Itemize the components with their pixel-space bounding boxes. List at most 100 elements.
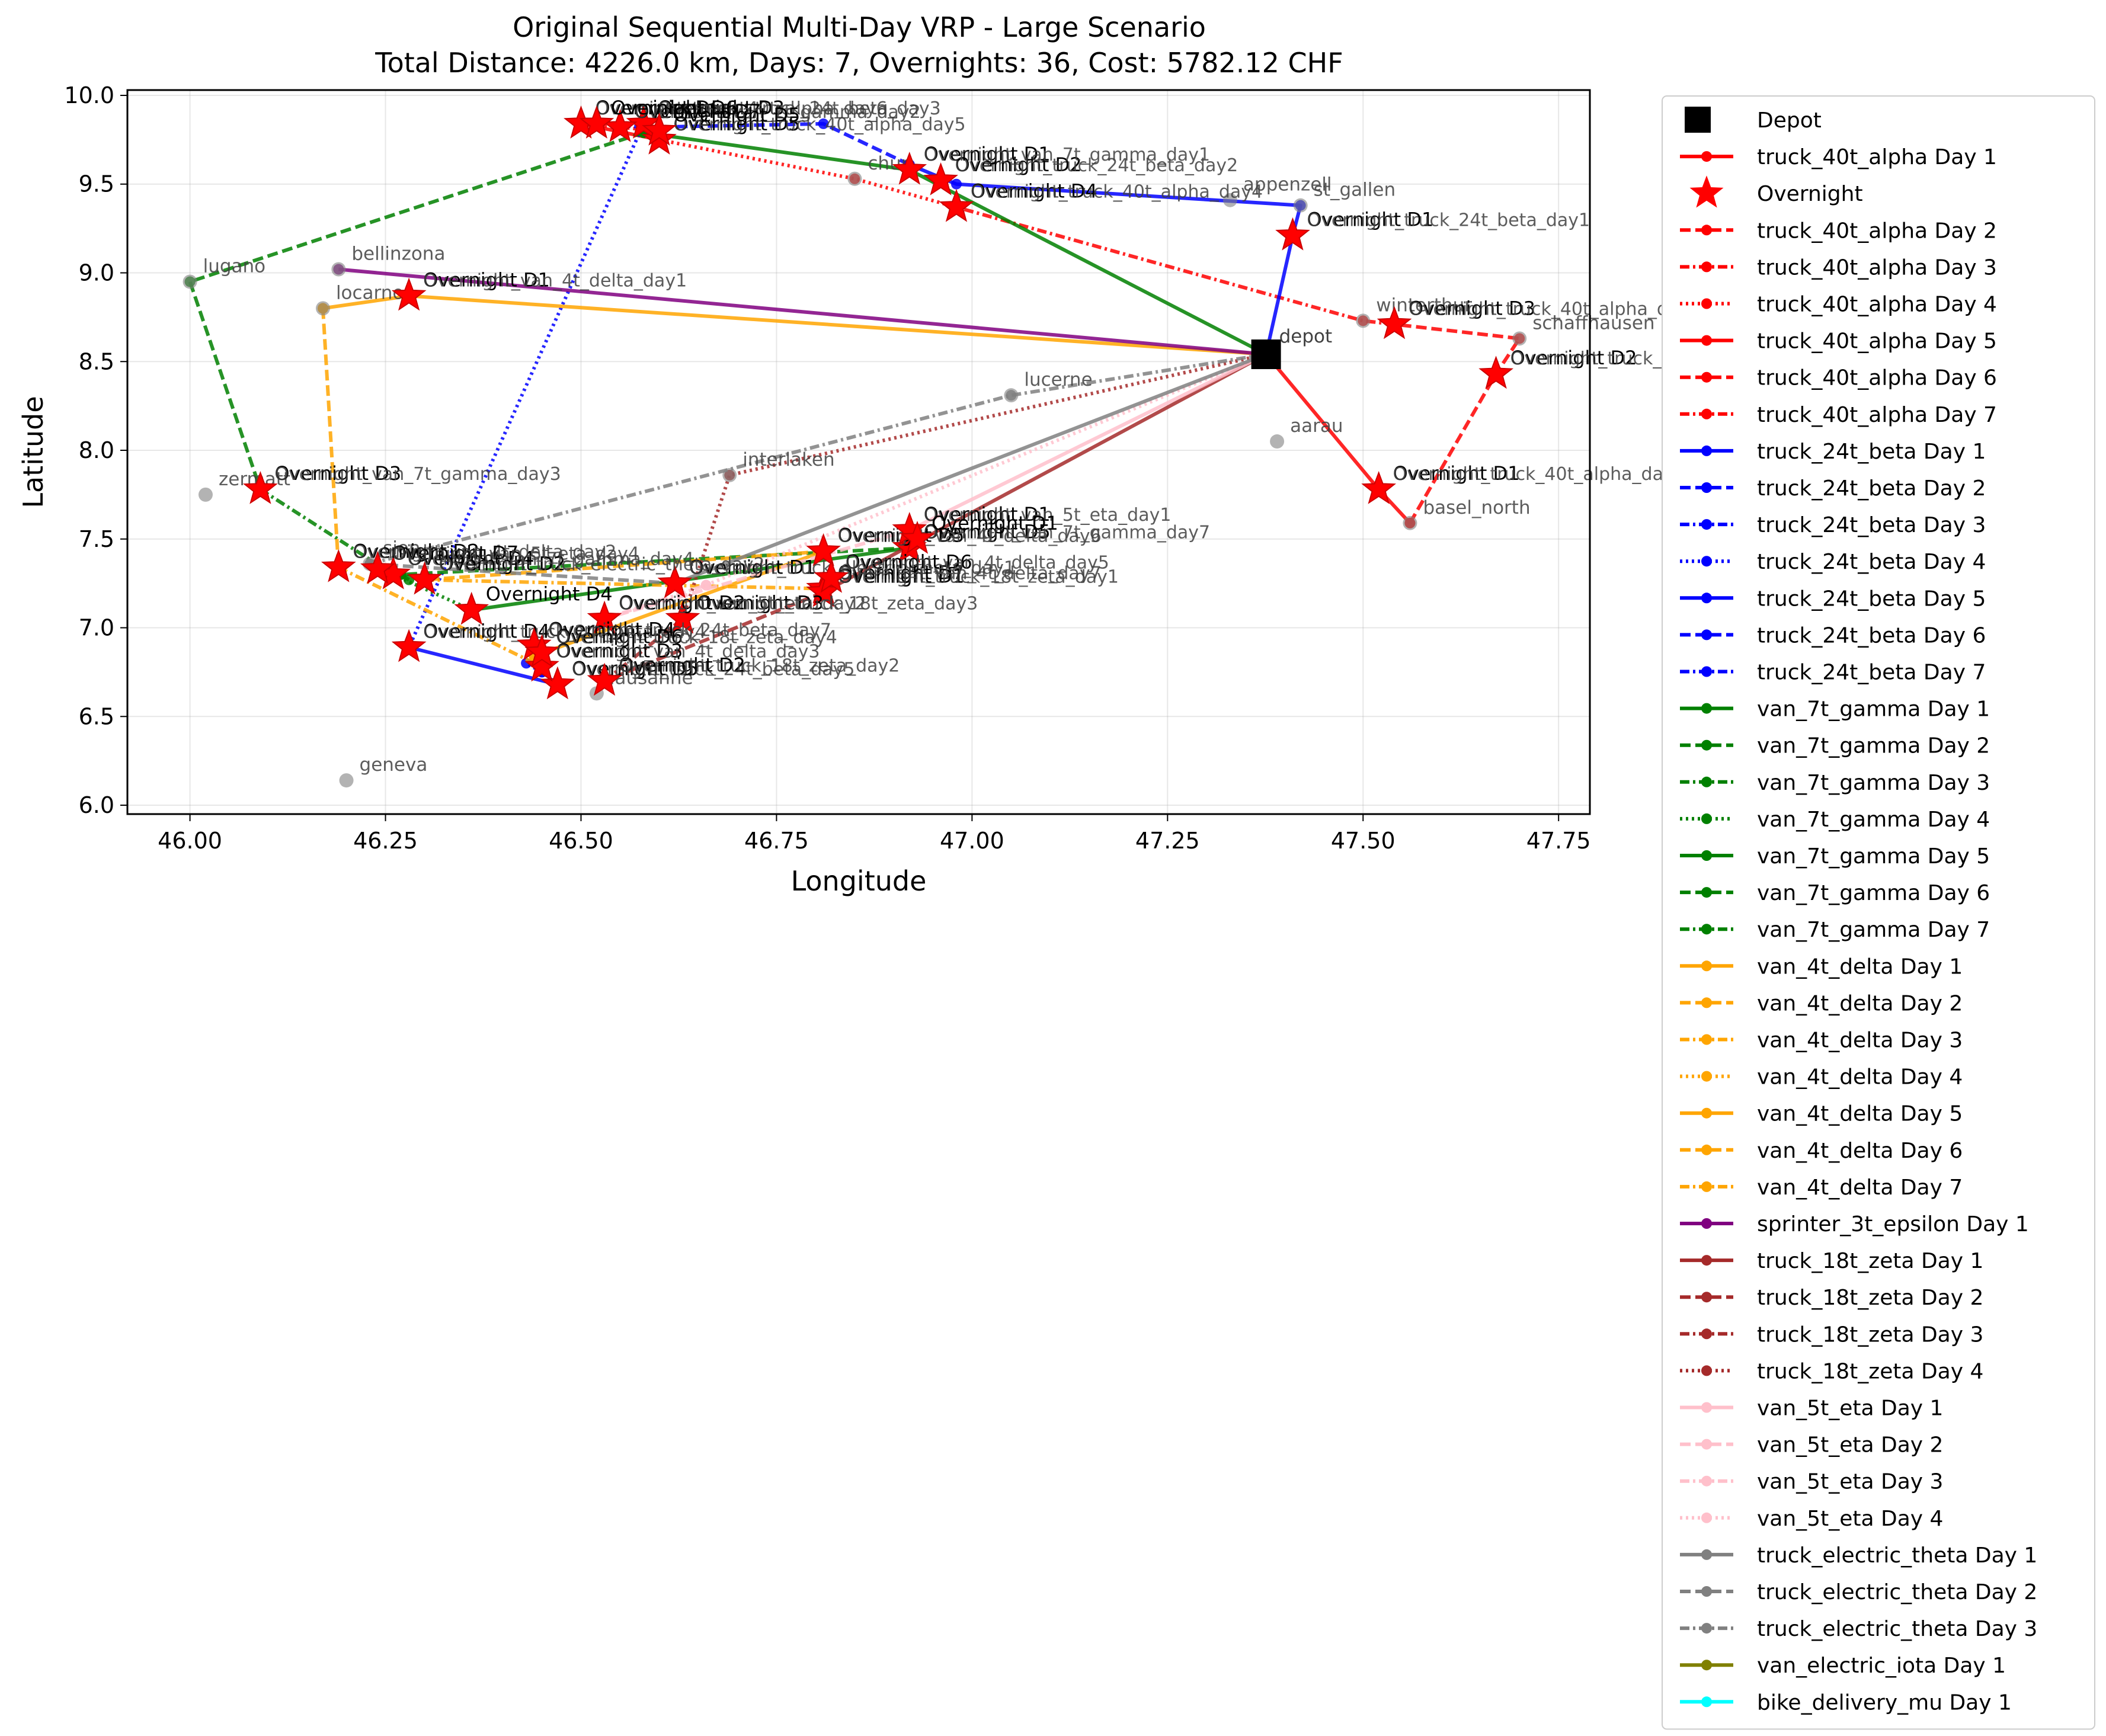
legend-marker-swatch <box>1701 1623 1712 1634</box>
legend-label: van_4t_delta Day 2 <box>1757 991 1963 1016</box>
city-marker <box>1222 193 1237 207</box>
overnight-label: Overnight D7 <box>838 562 965 584</box>
overnight-star <box>321 549 356 582</box>
city-marker <box>1403 515 1417 530</box>
legend-marker-swatch <box>1701 997 1712 1008</box>
city-label: st_gallen <box>1314 180 1396 201</box>
route-line <box>188 131 645 490</box>
overnight-label: Overnight D7 <box>634 100 761 123</box>
city-marker <box>722 467 737 482</box>
overnight-label: Overnight_truck_electric_theta_day1 <box>689 558 1015 579</box>
overnight-label: Overnight_van_4t_delta_day2 <box>353 542 616 563</box>
route-line <box>604 583 707 621</box>
legend-label: van_7t_gamma Day 4 <box>1757 808 1990 832</box>
route-line <box>1394 322 1522 524</box>
route-line <box>603 590 824 683</box>
legend-marker-swatch <box>1701 556 1712 567</box>
route-line <box>259 488 395 576</box>
route-line <box>658 137 957 209</box>
overnight-star <box>1478 355 1514 389</box>
legend-label: truck_24t_beta Day 7 <box>1757 661 1986 685</box>
overnight-star <box>524 648 559 682</box>
overnight-label: Overnight_truck_electric_theta_day2 <box>439 555 765 575</box>
legend-label: truck_24t_beta Day 5 <box>1757 587 1986 611</box>
y-tick-label: 6.0 <box>79 792 114 818</box>
legend-marker-swatch <box>1701 1218 1712 1229</box>
legend-marker-swatch <box>1701 1292 1712 1303</box>
legend-marker-swatch <box>1701 1181 1712 1192</box>
legend-marker-swatch <box>1701 1365 1712 1376</box>
legend-marker-swatch <box>1701 1586 1712 1597</box>
overnight-label: Overnight_truck_18t_zeta_day4 <box>556 627 837 648</box>
overnight-label: Overnight_van_4t_delta_day1 <box>423 270 687 291</box>
overnight-label: Overnight D5 <box>673 104 800 126</box>
legend-label: van_4t_delta Day 7 <box>1757 1176 1963 1200</box>
legend-marker-swatch <box>1701 1255 1712 1266</box>
y-tick-label: 10.0 <box>64 82 114 108</box>
overnight-label: Overnight_van_4t_delta_day7 <box>838 563 1102 584</box>
route-line <box>338 267 1266 356</box>
city-label: locarno <box>336 282 404 303</box>
legend: Depot truck_40t_alpha Day 1 Overnight truck… <box>1662 95 2095 1730</box>
x-tick-label: 47.25 <box>1135 828 1200 854</box>
overnight-label: Overnight D6 <box>611 97 738 119</box>
overnight-label: Overnight_van_7t_gamma_day7 <box>924 523 1210 543</box>
overnight-star <box>454 591 489 625</box>
legend-label: truck_24t_beta Day 4 <box>1757 550 1986 574</box>
city-label: geneva <box>360 754 428 776</box>
city-label: basel_north <box>1423 497 1530 518</box>
legend-label: truck_18t_zeta Day 4 <box>1757 1359 1983 1383</box>
overnight-label: Overnight_van_7t_gamma_day3 <box>274 464 561 485</box>
overnight-label: Overnight D1 <box>924 143 1051 165</box>
legend-label: van_7t_gamma Day 2 <box>1757 734 1990 758</box>
legend-marker-swatch <box>1701 1696 1712 1708</box>
overnight-star <box>806 533 841 566</box>
overnight-star <box>524 634 559 668</box>
overnight-label: Overnight_truck_24t_beta_day4 <box>423 622 706 642</box>
legend-label: van_7t_gamma Day 3 <box>1757 771 1990 795</box>
overnight-label: Overnight D5 <box>924 521 1051 543</box>
legend-marker-swatch <box>1701 225 1712 236</box>
overnight-label: Overnight_truck_40t_alpha_day1 <box>1393 464 1685 485</box>
route-line <box>1265 353 1412 524</box>
route-line <box>321 308 341 568</box>
legend-label: Depot <box>1757 108 1822 133</box>
city-layer: lucerneaarauluganobellinzonalocarnozerma… <box>183 153 1655 788</box>
overnight-label: Overnight D7 <box>392 542 519 565</box>
legend-marker-swatch <box>1701 519 1712 530</box>
city-label: interlaken <box>742 449 834 470</box>
city-marker <box>183 274 197 289</box>
overnight-label: Overnight_van_4t_delta_day5 <box>846 553 1109 574</box>
legend-label: van_7t_gamma Day 5 <box>1757 844 1990 869</box>
overnight-label: Overnight D1 <box>932 512 1058 534</box>
route-line <box>705 353 1267 587</box>
y-axis-label: Latitude <box>17 396 49 508</box>
route-stop-marker <box>950 178 962 190</box>
route-line <box>369 353 1267 566</box>
city-label: bellinzona <box>351 244 445 265</box>
tick-layer: 46.00 46.25 46.50 46.75 47.00 47.25 47.50 47.75… <box>64 82 1590 854</box>
legend-label: truck_electric_theta Day 2 <box>1757 1580 2037 1604</box>
legend-label: sprinter_3t_epsilon Day 1 <box>1757 1212 2029 1237</box>
overnight-label: Overnight D2 <box>619 654 745 676</box>
legend-label: truck_18t_zeta Day 1 <box>1757 1249 1983 1273</box>
legend-label: truck_electric_theta Day 1 <box>1757 1543 2037 1568</box>
legend-marker-swatch <box>1701 408 1712 419</box>
overnight-label: Overnight D1 <box>1307 209 1433 231</box>
overnight-label: Overnight_truck_18t_zeta_day3 <box>697 594 978 614</box>
overnight-label: Overnight_truck_40t_alpha_day4 <box>971 182 1263 203</box>
x-tick-label: 46.75 <box>744 828 809 854</box>
route-line <box>369 562 676 585</box>
legend-label: truck_24t_beta Day 1 <box>1757 440 1986 464</box>
city-label: lugano <box>203 255 266 277</box>
route-line <box>407 123 645 648</box>
overnight-label: Overnight_van_5t_eta_day1 <box>924 505 1172 526</box>
legend-marker-swatch <box>1701 592 1712 604</box>
overnight-label: Overnight_van_5t_eta_day4 <box>392 544 639 565</box>
legend-label: van_5t_eta Day 1 <box>1757 1397 1943 1421</box>
x-tick-label: 47.00 <box>940 828 1004 854</box>
overnight-star <box>540 666 575 700</box>
overnight-label: Overnight D3 <box>556 639 683 662</box>
city-marker <box>1293 198 1308 213</box>
y-tick-label: 8.0 <box>79 437 114 463</box>
